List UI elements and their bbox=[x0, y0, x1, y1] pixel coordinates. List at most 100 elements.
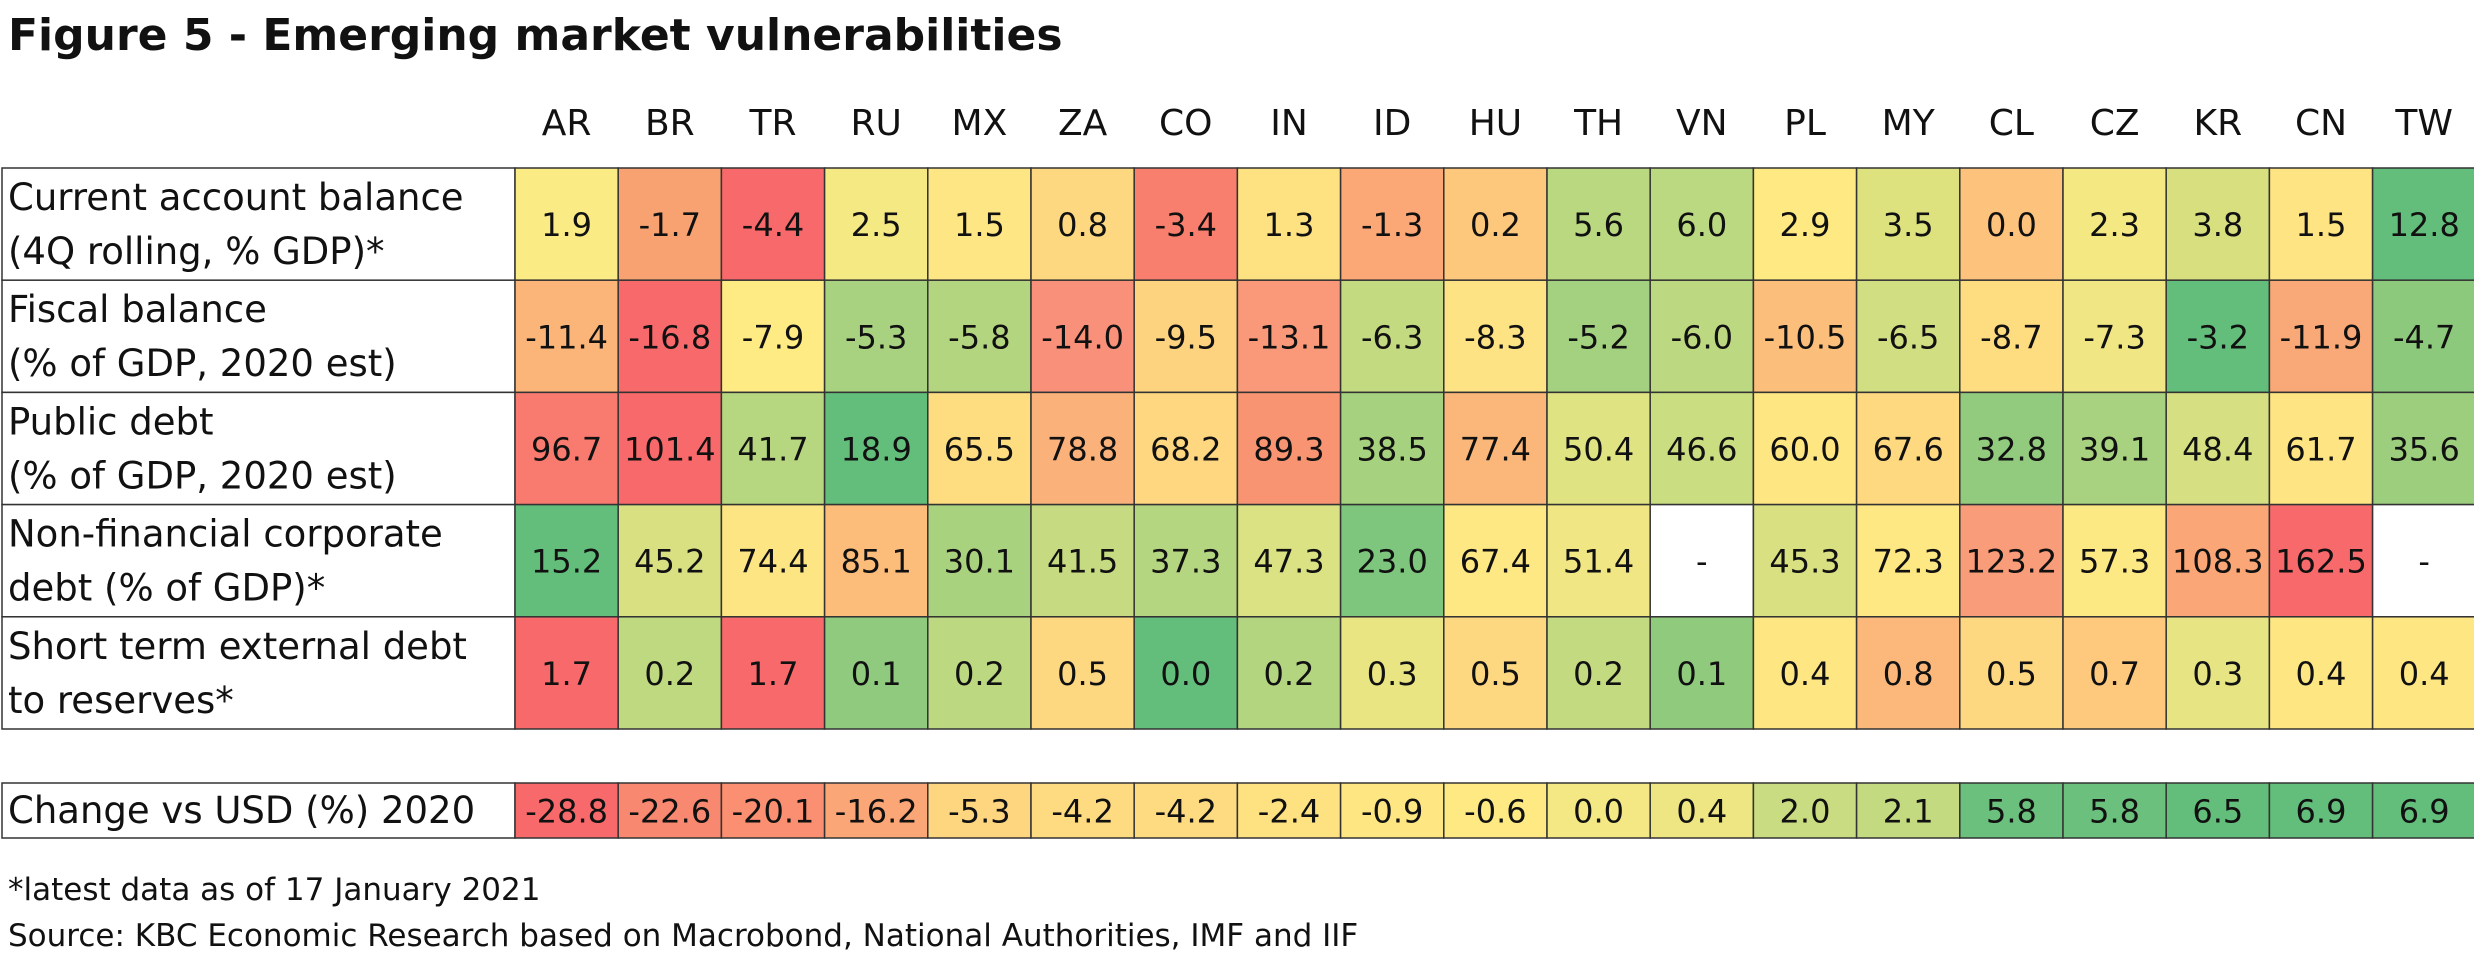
summary-cell bbox=[2268, 782, 2374, 839]
heatmap-cell bbox=[1443, 279, 1548, 394]
heatmap-cell bbox=[2062, 167, 2167, 281]
cell-value: 0.5 bbox=[1057, 655, 1108, 693]
heatmap-cell bbox=[1649, 616, 1755, 730]
cell-value: -8.3 bbox=[1464, 318, 1526, 356]
cell-value: -4.7 bbox=[2393, 318, 2455, 356]
heatmap-cell bbox=[2371, 167, 2474, 281]
heatmap-cell bbox=[823, 503, 929, 618]
cell-value: 0.4 bbox=[1780, 655, 1831, 693]
column-header-za: ZA bbox=[1058, 103, 1108, 144]
row-label-line: debt (% of GDP)* bbox=[8, 567, 325, 610]
cell-value: 74.4 bbox=[737, 543, 808, 581]
cell-value: 0.5 bbox=[1986, 655, 2037, 693]
summary-cell bbox=[1649, 782, 1755, 839]
column-header-tw: TW bbox=[2394, 103, 2453, 144]
cell-value: 0.7 bbox=[2089, 655, 2140, 693]
cell-value: -9.5 bbox=[1155, 318, 1217, 356]
cell-value: 12.8 bbox=[2389, 206, 2460, 244]
heatmap-cell bbox=[1236, 167, 1342, 281]
heatmap-cell bbox=[2268, 391, 2374, 506]
row-label-cell bbox=[1, 167, 516, 281]
summary-cell bbox=[1959, 782, 2064, 839]
cell-value: 2.3 bbox=[2089, 206, 2140, 244]
cell-value: 45.3 bbox=[1769, 543, 1840, 581]
heatmap-cell bbox=[1855, 391, 1961, 506]
heatmap-cell bbox=[1546, 279, 1651, 394]
column-header-ru: RU bbox=[851, 103, 902, 144]
column-header-pl: PL bbox=[1784, 103, 1826, 144]
cell-value: 89.3 bbox=[1253, 431, 1324, 469]
heatmap-cell bbox=[514, 616, 619, 730]
column-header-vn: VN bbox=[1676, 103, 1728, 144]
cell-value: -11.9 bbox=[2280, 318, 2363, 356]
source-note: Source: KBC Economic Research based on M… bbox=[8, 918, 1359, 954]
heatmap-cell bbox=[2165, 167, 2271, 281]
heatmap-cell bbox=[1339, 167, 1445, 281]
heatmap-cell bbox=[1443, 391, 1548, 506]
heatmap-cell bbox=[1959, 391, 2064, 506]
heatmap-cell bbox=[514, 391, 619, 506]
cell-value: 68.2 bbox=[1150, 431, 1221, 469]
heatmap-cell bbox=[1546, 616, 1651, 730]
cell-value: 0.5 bbox=[1470, 655, 1521, 693]
heatmap-cell bbox=[2165, 616, 2271, 730]
cell-value: 1.3 bbox=[1264, 206, 1315, 244]
column-header-cl: CL bbox=[1989, 103, 2034, 144]
cell-value: 41.7 bbox=[737, 431, 808, 469]
cell-value: -7.3 bbox=[2083, 318, 2145, 356]
cell-value: -5.2 bbox=[1567, 318, 1629, 356]
heatmap-cell bbox=[927, 391, 1032, 506]
cell-value: 51.4 bbox=[1563, 543, 1634, 581]
cell-value: 101.4 bbox=[624, 431, 716, 469]
cell-value: 78.8 bbox=[1047, 431, 1118, 469]
heatmap-cell bbox=[1649, 391, 1755, 506]
summary-value: -4.2 bbox=[1155, 793, 1217, 831]
row-label-line: (% of GDP, 2020 est) bbox=[8, 342, 397, 385]
column-header-my: MY bbox=[1882, 103, 1936, 144]
cell-value: 0.1 bbox=[1676, 655, 1727, 693]
summary-cell bbox=[1133, 782, 1239, 839]
cell-value: 48.4 bbox=[2182, 431, 2253, 469]
heatmap-cell bbox=[2268, 167, 2374, 281]
cell-value: 0.0 bbox=[1160, 655, 1211, 693]
summary-value: 2.1 bbox=[1883, 793, 1934, 831]
column-header-br: BR bbox=[645, 103, 695, 144]
heatmap-cell bbox=[1236, 279, 1342, 394]
cell-value: -14.0 bbox=[1041, 318, 1124, 356]
summary-cell bbox=[1752, 782, 1858, 839]
cell-value: -13.1 bbox=[1248, 318, 1331, 356]
heatmap-cell bbox=[1133, 503, 1239, 618]
summary-value: -4.2 bbox=[1051, 793, 1113, 831]
chart-title: Figure 5 - Emerging market vulnerabiliti… bbox=[8, 10, 1063, 61]
heatmap-cell bbox=[1855, 167, 1961, 281]
row-label-line: (% of GDP, 2020 est) bbox=[8, 454, 397, 497]
summary-value: 2.0 bbox=[1780, 793, 1831, 831]
cell-value: 0.2 bbox=[1470, 206, 1521, 244]
summary-cell bbox=[2371, 782, 2474, 839]
cell-value: 23.0 bbox=[1357, 543, 1428, 581]
column-header-cz: CZ bbox=[2090, 103, 2140, 144]
cell-value: 6.0 bbox=[1676, 206, 1727, 244]
summary-value: -20.1 bbox=[732, 793, 815, 831]
heatmap-cell bbox=[1649, 279, 1755, 394]
heatmap-cell bbox=[1752, 391, 1858, 506]
cell-value: -4.4 bbox=[742, 206, 804, 244]
cell-value: 96.7 bbox=[531, 431, 602, 469]
row-label-cell bbox=[1, 279, 516, 394]
cell-value: 0.3 bbox=[2192, 655, 2243, 693]
cell-value: 46.6 bbox=[1666, 431, 1737, 469]
heatmap-cell bbox=[514, 167, 619, 281]
cell-value: 15.2 bbox=[531, 543, 602, 581]
heatmap-cell bbox=[720, 616, 826, 730]
cell-value: 37.3 bbox=[1150, 543, 1221, 581]
heatmap-cell bbox=[2062, 279, 2167, 394]
heatmap-cell bbox=[1855, 616, 1961, 730]
heatmap-cell bbox=[823, 616, 929, 730]
column-header-ar: AR bbox=[542, 103, 592, 144]
cell-value: 32.8 bbox=[1976, 431, 2047, 469]
heatmap-cell bbox=[720, 279, 826, 394]
heatmap-cell bbox=[1030, 167, 1135, 281]
cell-value: 3.8 bbox=[2192, 206, 2243, 244]
summary-cell bbox=[720, 782, 826, 839]
heatmap-cell bbox=[2062, 616, 2167, 730]
